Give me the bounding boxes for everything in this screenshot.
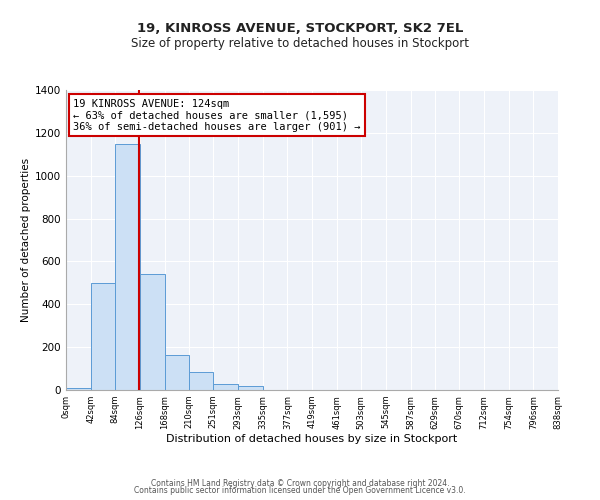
X-axis label: Distribution of detached houses by size in Stockport: Distribution of detached houses by size … [166,434,458,444]
Y-axis label: Number of detached properties: Number of detached properties [21,158,31,322]
Text: 19, KINROSS AVENUE, STOCKPORT, SK2 7EL: 19, KINROSS AVENUE, STOCKPORT, SK2 7EL [137,22,463,36]
Bar [91,283,115,390]
Bar [238,386,263,390]
Bar [214,384,238,390]
Bar [115,144,140,390]
Text: Size of property relative to detached houses in Stockport: Size of property relative to detached ho… [131,38,469,51]
Text: Contains HM Land Registry data © Crown copyright and database right 2024.: Contains HM Land Registry data © Crown c… [151,478,449,488]
Text: 19 KINROSS AVENUE: 124sqm
← 63% of detached houses are smaller (1,595)
36% of se: 19 KINROSS AVENUE: 124sqm ← 63% of detac… [73,98,361,132]
Bar [66,388,91,390]
Text: Contains public sector information licensed under the Open Government Licence v3: Contains public sector information licen… [134,486,466,495]
Bar [164,354,189,390]
Bar [189,372,214,390]
Bar [140,274,164,390]
